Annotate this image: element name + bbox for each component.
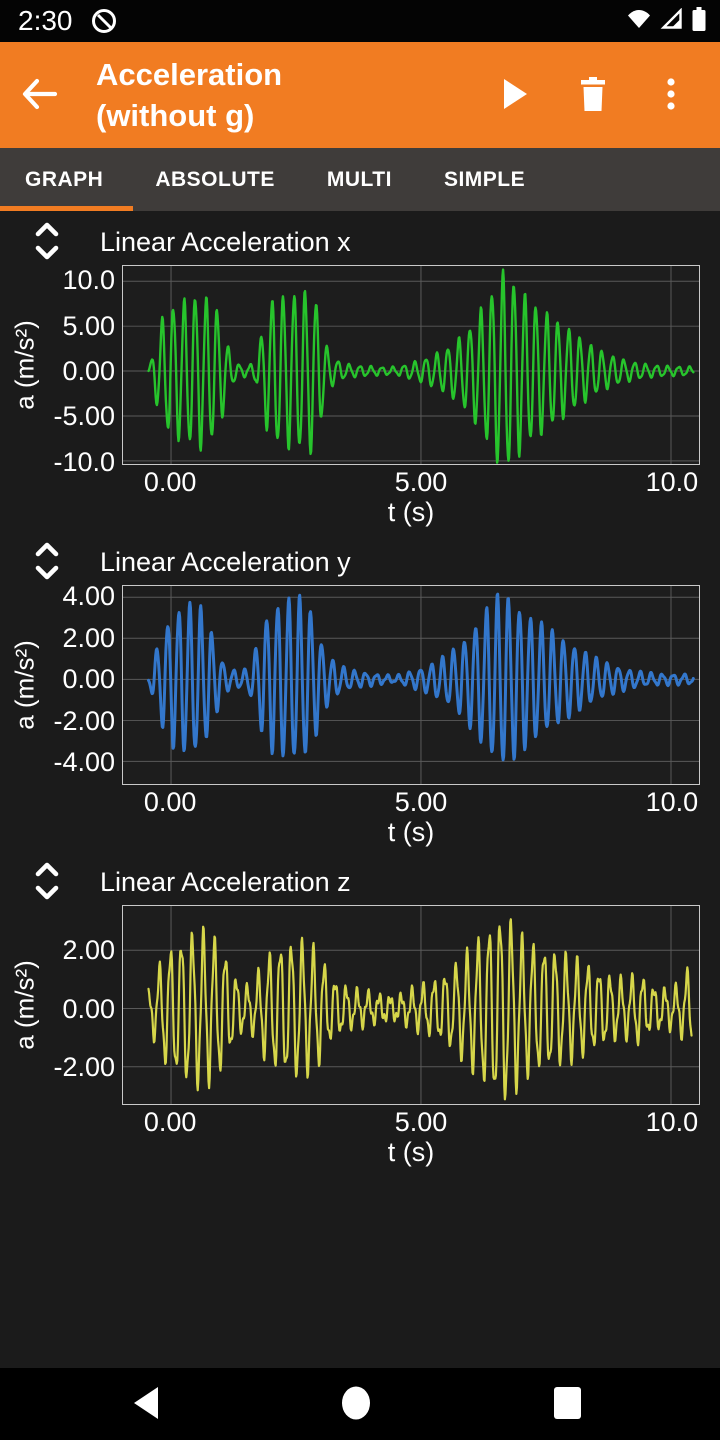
- y-axis-label-column: a (m/s²): [0, 265, 50, 465]
- y-axis-label: a (m/s²): [9, 960, 40, 1050]
- recents-square-icon: [554, 1386, 581, 1422]
- home-circle-icon: [341, 1386, 371, 1423]
- expand-collapse-icon: [32, 221, 62, 264]
- y-tick-label: 0.00: [62, 993, 115, 1024]
- back-button[interactable]: [0, 55, 78, 135]
- back-triangle-icon: [134, 1386, 158, 1422]
- notification-circle-slash-icon: [89, 6, 119, 36]
- x-axis-label: t (s): [387, 1137, 435, 1167]
- y-tick-label: 5.00: [62, 310, 115, 341]
- plot-area[interactable]: [122, 265, 700, 465]
- nav-home-button[interactable]: [341, 1386, 371, 1423]
- y-tick-label: -2.00: [53, 1052, 115, 1083]
- y-axis-ticks: 2.00 0.00 -2.00: [50, 905, 122, 1105]
- y-axis-label: a (m/s²): [9, 640, 40, 730]
- x-axis-ticks: 0.00 5.00 10.0: [122, 785, 700, 817]
- y-axis-label-column: a (m/s²): [0, 585, 50, 785]
- chart-title: Linear Acceleration y: [100, 546, 351, 577]
- y-axis-ticks: 4.00 2.00 0.00 -2.00 -4.00: [50, 581, 122, 785]
- delete-button[interactable]: [554, 55, 632, 135]
- x-tick-label: 0.00: [143, 787, 197, 817]
- x-tick-label: 5.00: [394, 467, 448, 497]
- app-bar-actions: [476, 55, 710, 135]
- status-clock: 2:30: [18, 5, 73, 36]
- y-tick-label: 2.00: [62, 934, 115, 965]
- x-tick-label: 5.00: [394, 787, 448, 817]
- y-tick-label: 4.00: [62, 581, 115, 612]
- tab-graph[interactable]: GRAPH: [25, 167, 104, 191]
- chart-header: Linear Acceleration x: [0, 219, 720, 265]
- x-tick-label: 0.00: [143, 1107, 197, 1137]
- play-button[interactable]: [476, 55, 554, 135]
- x-tick-label: 10.0: [645, 787, 699, 817]
- x-tick-label: 0.00: [143, 467, 197, 497]
- y-axis-label-column: a (m/s²): [0, 905, 50, 1105]
- back-arrow-icon: [19, 77, 59, 114]
- nav-recents-button[interactable]: [554, 1386, 581, 1422]
- tab-simple[interactable]: SIMPLE: [443, 167, 526, 191]
- status-bar: 2:30: [0, 0, 720, 42]
- chart-title: Linear Acceleration x: [100, 226, 351, 257]
- tab-bar: GRAPH ABSOLUTE MULTI SIMPLE: [0, 148, 720, 211]
- y-tick-label: 0.00: [62, 664, 115, 695]
- navigation-bar: [0, 1368, 720, 1440]
- y-tick-label: -2.00: [53, 705, 115, 736]
- battery-icon: [692, 6, 706, 36]
- y-axis-ticks: 10.0 5.00 0.00 -5.00 -10.0: [50, 265, 122, 476]
- chart-title: Linear Acceleration z: [100, 866, 351, 897]
- charts: Linear Acceleration x a (m/s²) 10.0 5.00 0…: [0, 211, 720, 1368]
- x-tick-label: 10.0: [645, 467, 699, 497]
- chart-plot-row: a (m/s²) 2.00 0.00 -2.00: [0, 905, 700, 1105]
- chart-header: Linear Acceleration y: [0, 539, 720, 585]
- nav-back-button[interactable]: [134, 1386, 158, 1422]
- y-tick-label: 2.00: [62, 622, 115, 653]
- page-title: Acceleration (without g): [96, 54, 476, 136]
- overflow-menu-icon: [667, 77, 675, 113]
- wifi-icon: [626, 8, 652, 35]
- chart-block: Linear Acceleration x a (m/s²) 10.0 5.00 0…: [0, 219, 720, 531]
- plot-area[interactable]: [122, 585, 700, 785]
- y-tick-label: 0.00: [62, 356, 115, 387]
- cell-signal-icon: [660, 7, 684, 35]
- resize-chart-button[interactable]: [30, 222, 64, 262]
- y-tick-label: -4.00: [53, 747, 115, 778]
- chart-plot-row: a (m/s²) 4.00 2.00 0.00 -2.00 -4.00: [0, 581, 700, 785]
- x-axis-label: t (s): [387, 497, 435, 527]
- selected-tab-indicator: [0, 206, 133, 211]
- x-axis-ticks: 0.00 5.00 10.0: [122, 465, 700, 497]
- x-tick-label: 10.0: [645, 1107, 699, 1137]
- resize-chart-button[interactable]: [30, 542, 64, 582]
- chart-plot-row: a (m/s²) 10.0 5.00 0.00 -5.00 -10.0: [0, 265, 700, 477]
- x-axis-label: t (s): [387, 817, 435, 847]
- chart-header: Linear Acceleration z: [0, 859, 720, 905]
- page-title-line1: Acceleration: [96, 57, 283, 92]
- y-tick-label: -10.0: [53, 446, 115, 477]
- x-tick-label: 5.00: [394, 1107, 448, 1137]
- chart-block: Linear Acceleration y a (m/s²) 4.00 2.00 0…: [0, 539, 720, 851]
- trash-icon: [579, 76, 607, 114]
- play-icon: [502, 78, 528, 113]
- expand-collapse-icon: [32, 861, 62, 904]
- expand-collapse-icon: [32, 541, 62, 584]
- plot-area[interactable]: [122, 905, 700, 1105]
- resize-chart-button[interactable]: [30, 862, 64, 902]
- overflow-menu-button[interactable]: [632, 55, 710, 135]
- page-title-line2: (without g): [96, 98, 255, 133]
- x-axis-ticks: 0.00 5.00 10.0: [122, 1105, 700, 1137]
- y-tick-label: -5.00: [53, 401, 115, 432]
- tab-absolute[interactable]: ABSOLUTE: [155, 167, 275, 191]
- app-bar: Acceleration (without g): [0, 42, 720, 148]
- chart-block: Linear Acceleration z a (m/s²) 2.00 0.00-…: [0, 859, 720, 1171]
- tab-multi[interactable]: MULTI: [326, 167, 392, 191]
- y-tick-label: 10.0: [62, 265, 115, 296]
- y-axis-label: a (m/s²): [9, 320, 40, 410]
